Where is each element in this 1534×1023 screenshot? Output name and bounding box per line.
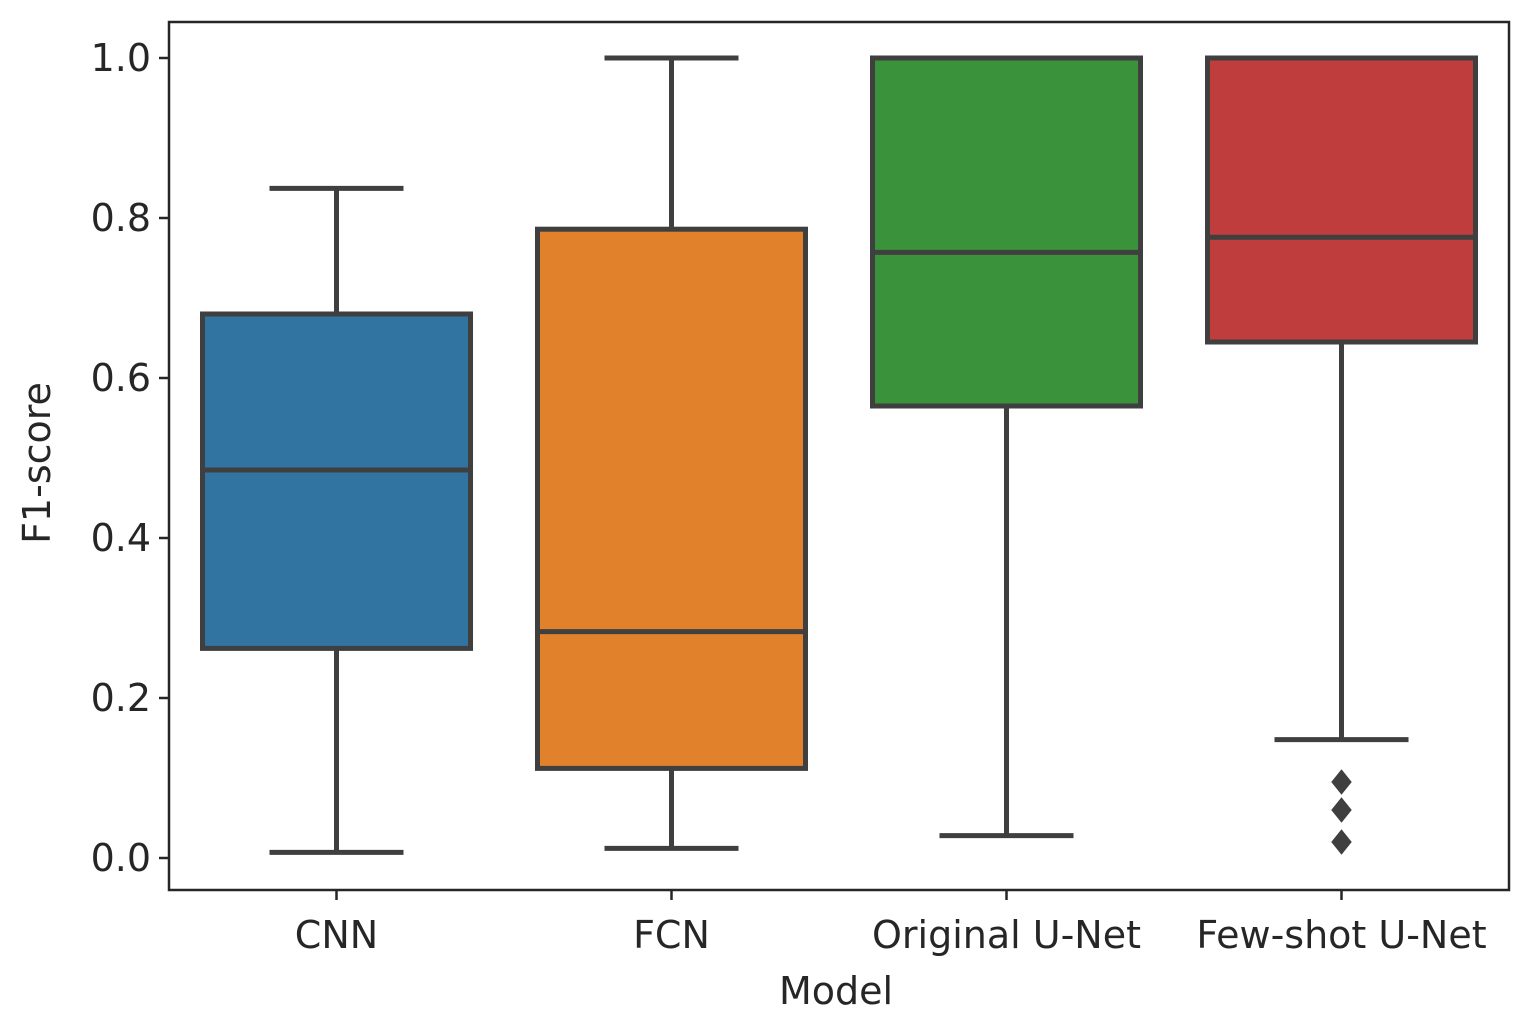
x-tick-label: Few-shot U-Net [1196,913,1486,957]
y-tick-label: 0.8 [91,196,151,240]
box-iqr [1205,55,1478,345]
y-tick-label: 0.0 [91,836,151,880]
box-group [1205,55,1478,855]
box-iqr [870,55,1143,409]
outlier-point [1331,829,1352,855]
box-iqr [200,311,473,651]
box-group [535,55,808,851]
x-tick-label: CNN [295,913,378,957]
x-tick-label: FCN [633,913,710,957]
y-tick-label: 0.4 [91,516,151,560]
y-tick-label: 0.2 [91,676,151,720]
x-axis: CNN FCN Original U-Net Few-shot U-Net [295,890,1487,957]
x-tick-label: Original U-Net [872,913,1141,957]
y-axis: 0.0 0.2 0.4 0.6 0.8 1.0 [91,36,169,880]
plot-frame [167,20,1511,892]
box-group [200,185,473,855]
x-axis-label: Model [779,969,893,1013]
y-tick-label: 0.6 [91,356,151,400]
y-axis-label: F1-score [15,382,59,544]
outlier-point [1331,769,1352,795]
outlier-point [1331,797,1352,823]
y-tick-label: 1.0 [91,36,151,80]
box-group [870,55,1143,839]
box-iqr [535,226,808,771]
boxes-layer [200,55,1478,855]
